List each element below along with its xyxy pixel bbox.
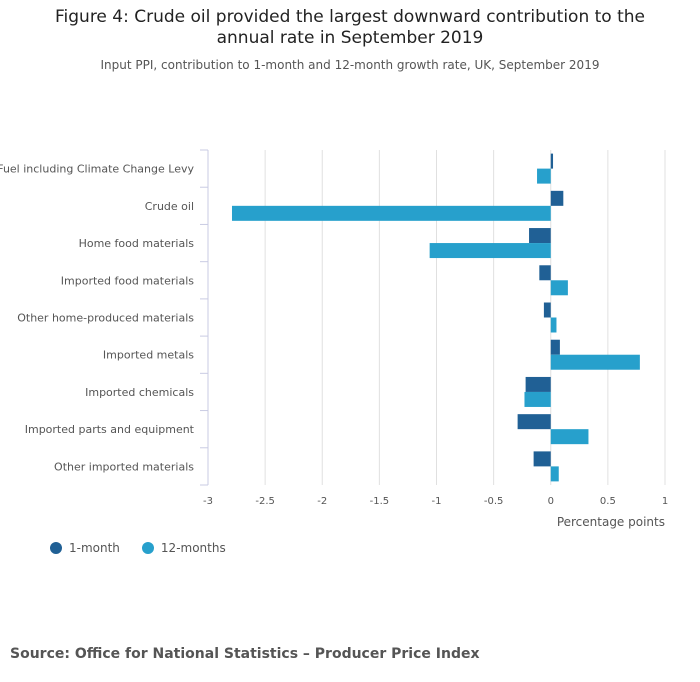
chart-title-line-2: annual rate in September 2019	[216, 28, 484, 48]
legend-label: 12-months	[160, 541, 226, 555]
category-label: Imported metals	[103, 349, 194, 362]
bar-1-month	[533, 451, 551, 467]
source-note: Source: Office for National Statistics –…	[10, 646, 480, 662]
category-label: Imported chemicals	[85, 386, 194, 399]
bar-12-months	[550, 354, 640, 370]
x-tick-label: -3	[203, 496, 213, 507]
bar-1-month	[550, 339, 560, 355]
category-label: Home food materials	[79, 237, 195, 250]
category-label: Other home-produced materials	[17, 312, 194, 325]
bar-12-months	[550, 317, 557, 333]
legend-dot-icon	[50, 542, 62, 554]
category-label: Fuel including Climate Change Levy	[0, 163, 194, 176]
legend: 1-month 12-months	[50, 541, 226, 555]
bar-1-month	[550, 153, 554, 169]
bar-12-months	[429, 243, 551, 259]
x-tick-label: 1	[662, 496, 668, 507]
legend-item-12-months[interactable]: 12-months	[141, 541, 226, 555]
bar-1-month	[529, 228, 551, 244]
x-tick-label: -1	[432, 496, 442, 507]
x-tick-label: -2	[317, 496, 327, 507]
bar-1-month	[550, 190, 564, 206]
bar-12-months	[524, 391, 551, 407]
x-tick-label: -1.5	[370, 496, 390, 507]
chart-title-line-1: Figure 4: Crude oil provided the largest…	[54, 7, 646, 27]
category-label: Imported food materials	[61, 274, 194, 287]
bar-12-months	[550, 429, 589, 445]
chart-title: Figure 4: Crude oil provided the largest…	[0, 7, 700, 49]
bar-1-month	[539, 265, 551, 281]
category-label: Other imported materials	[54, 460, 194, 473]
bar-12-months	[537, 168, 551, 184]
category-label: Imported parts and equipment	[25, 423, 195, 436]
x-tick-label: -0.5	[484, 496, 504, 507]
legend-dot-icon	[141, 542, 154, 554]
bar-1-month	[517, 414, 551, 430]
chart-subtitle: Input PPI, contribution to 1-month and 1…	[100, 58, 600, 72]
bar-12-months	[231, 205, 551, 221]
bar-1-month	[543, 302, 551, 318]
x-axis-title: Percentage points	[557, 515, 665, 529]
x-tick-label: 0	[548, 496, 554, 507]
legend-item-1-month[interactable]: 1-month	[50, 541, 120, 555]
bar-1-month	[525, 376, 551, 392]
bar-12-months	[550, 466, 559, 482]
x-tick-label: -2.5	[255, 496, 275, 507]
category-label: Crude oil	[145, 200, 194, 213]
x-tick-label: 0.5	[600, 496, 616, 507]
legend-label: 1-month	[69, 541, 120, 555]
bar-12-months	[550, 280, 568, 296]
